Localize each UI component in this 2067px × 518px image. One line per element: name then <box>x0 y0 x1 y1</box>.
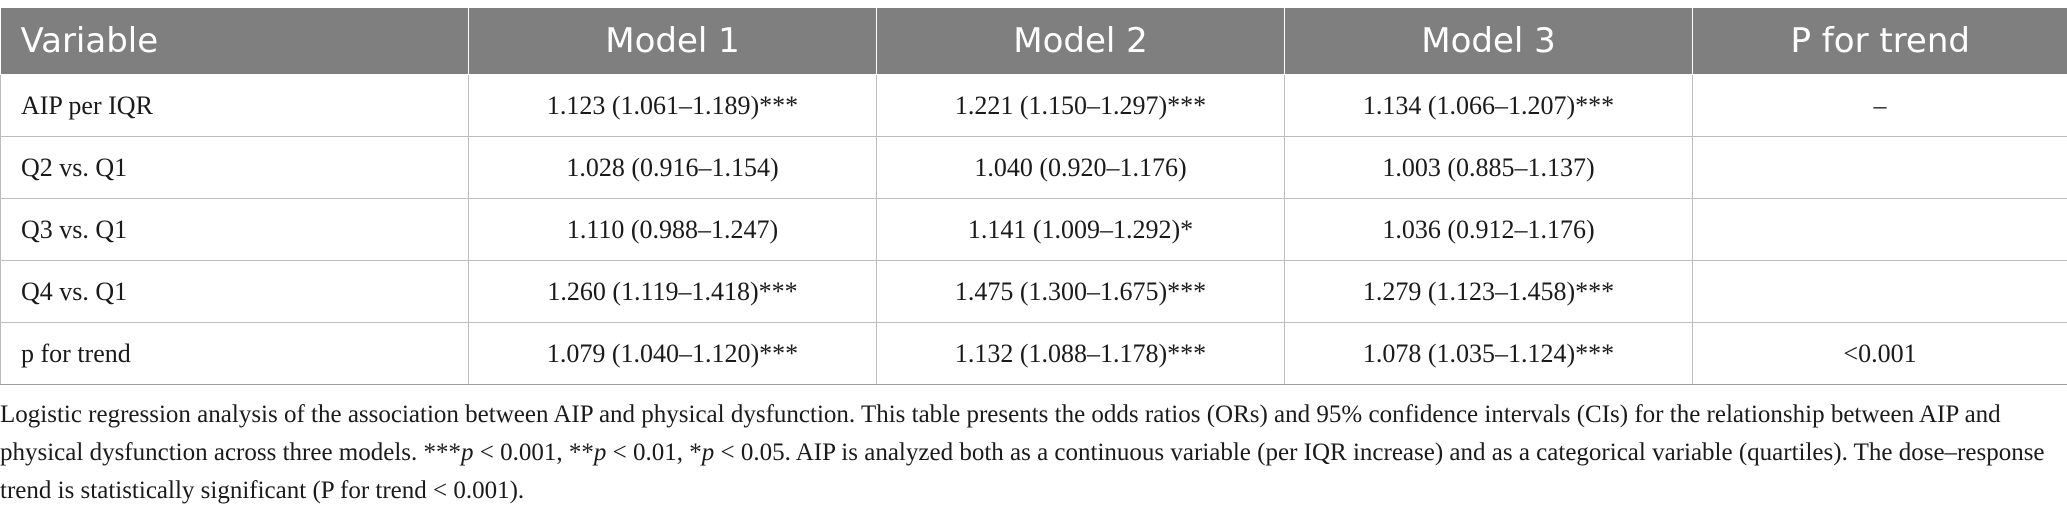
cell-p-for-trend <box>1692 260 2067 323</box>
cell-model-3: 1.134 (1.066–1.207)*** <box>1284 74 1693 137</box>
caption-p-symbol: p <box>593 439 607 466</box>
table-header: Variable Model 1 Model 2 Model 3 P for t… <box>0 8 2067 75</box>
cell-p-for-trend: – <box>1692 74 2067 137</box>
table-row: Q4 vs. Q1 1.260 (1.119–1.418)*** 1.475 (… <box>0 260 2067 323</box>
cell-model-3: 1.279 (1.123–1.458)*** <box>1284 260 1693 323</box>
regression-table-container: Variable Model 1 Model 2 Model 3 P for t… <box>0 8 2067 385</box>
table-body: AIP per IQR 1.123 (1.061–1.189)*** 1.221… <box>0 74 2067 385</box>
table-row: Q3 vs. Q1 1.110 (0.988–1.247) 1.141 (1.0… <box>0 198 2067 261</box>
caption-part-4: < 0.05. AIP is analyzed both as a contin… <box>0 439 2045 504</box>
cell-model-2: 1.221 (1.150–1.297)*** <box>876 74 1285 137</box>
caption-text: Logistic regression analysis of the asso… <box>0 396 2060 510</box>
table-row: p for trend 1.079 (1.040–1.120)*** 1.132… <box>0 322 2067 385</box>
cell-model-3: 1.078 (1.035–1.124)*** <box>1284 322 1693 385</box>
cell-p-for-trend: <0.001 <box>1692 322 2067 385</box>
header-p-for-trend: P for trend <box>1692 8 2067 75</box>
table-caption: Logistic regression analysis of the asso… <box>0 396 2060 510</box>
row-label: Q3 vs. Q1 <box>0 198 469 261</box>
caption-p-symbol: p <box>461 439 474 466</box>
cell-model-1: 1.123 (1.061–1.189)*** <box>468 74 877 137</box>
cell-model-2: 1.132 (1.088–1.178)*** <box>876 322 1285 385</box>
header-row: Variable Model 1 Model 2 Model 3 P for t… <box>0 8 2067 75</box>
cell-model-2: 1.475 (1.300–1.675)*** <box>876 260 1285 323</box>
cell-model-1: 1.110 (0.988–1.247) <box>468 198 877 261</box>
table-row: Q2 vs. Q1 1.028 (0.916–1.154) 1.040 (0.9… <box>0 136 2067 199</box>
row-label: Q4 vs. Q1 <box>0 260 469 323</box>
regression-table: Variable Model 1 Model 2 Model 3 P for t… <box>0 8 2067 385</box>
caption-part-1: Logistic regression analysis of the asso… <box>0 401 2001 466</box>
cell-model-2: 1.040 (0.920–1.176) <box>876 136 1285 199</box>
header-variable: Variable <box>0 8 469 75</box>
cell-model-3: 1.003 (0.885–1.137) <box>1284 136 1693 199</box>
cell-model-1: 1.028 (0.916–1.154) <box>468 136 877 199</box>
caption-p-symbol: p <box>701 439 715 466</box>
header-model-1: Model 1 <box>468 8 877 75</box>
caption-part-2: < 0.001, ** <box>473 439 594 466</box>
cell-model-1: 1.260 (1.119–1.418)*** <box>468 260 877 323</box>
table-row: AIP per IQR 1.123 (1.061–1.189)*** 1.221… <box>0 74 2067 137</box>
cell-model-2: 1.141 (1.009–1.292)* <box>876 198 1285 261</box>
cell-p-for-trend <box>1692 198 2067 261</box>
row-label: p for trend <box>0 322 469 385</box>
header-model-3: Model 3 <box>1284 8 1693 75</box>
row-label: Q2 vs. Q1 <box>0 136 469 199</box>
caption-part-3: < 0.01, * <box>606 439 702 466</box>
cell-p-for-trend <box>1692 136 2067 199</box>
row-label: AIP per IQR <box>0 74 469 137</box>
cell-model-3: 1.036 (0.912–1.176) <box>1284 198 1693 261</box>
header-model-2: Model 2 <box>876 8 1285 75</box>
cell-model-1: 1.079 (1.040–1.120)*** <box>468 322 877 385</box>
